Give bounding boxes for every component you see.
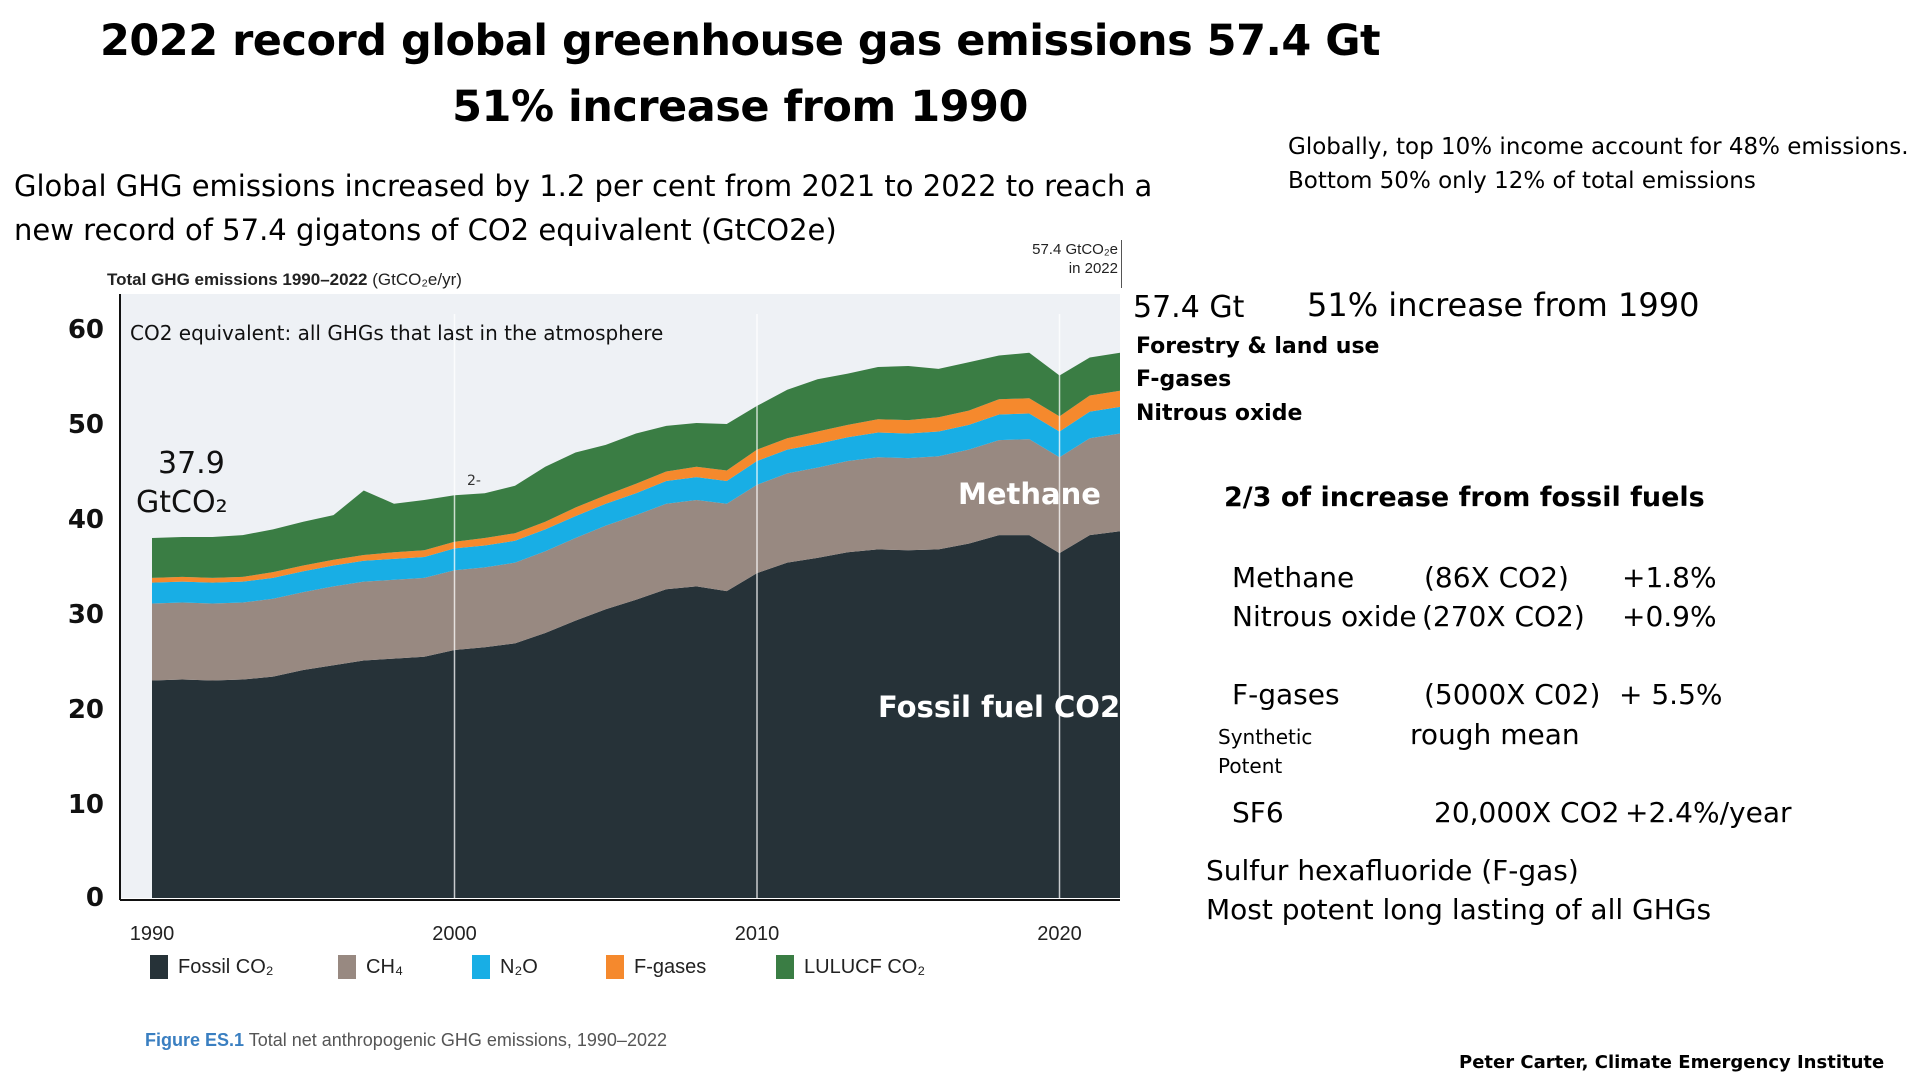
axes: 0 10 20 30 40 50 60 1990 2000 2010 2020 — [68, 294, 1120, 945]
legend-swatch-f-gases — [606, 955, 624, 979]
x-tick-label-2020: 2020 — [1037, 923, 1082, 945]
legend-label-n2o: N₂O — [500, 955, 538, 978]
area-series-group — [152, 352, 1120, 898]
start-value-unit: GtCO₂ — [136, 485, 228, 520]
chart-subtitle-unit: (GtCO₂e/yr) — [372, 270, 462, 289]
methane-row-pct: +1.8% — [1622, 561, 1717, 594]
legend-item-ch4: CH₄ — [338, 955, 403, 979]
x-tick-label-1990: 1990 — [130, 923, 175, 945]
area-series-f-gases — [152, 390, 1120, 583]
legend-label-f-gases: F-gases — [634, 955, 707, 978]
fgas-row-name: F-gases — [1232, 678, 1340, 711]
nitrous-row-gwp: (270X CO2) — [1422, 600, 1585, 633]
rough-mean-note: rough mean — [1410, 718, 1580, 751]
legend-swatch-lulucf-co2 — [776, 955, 794, 979]
y-tick-label-20: 20 — [68, 695, 104, 725]
sf6-row-pct: +2.4%/year — [1625, 796, 1792, 829]
y-tick-label-40: 40 — [68, 505, 104, 535]
emissions-area-chart: 0 10 20 30 40 50 60 1990 2000 2010 2020 CO2 equiva… — [68, 294, 1120, 945]
y-tick-label-0: 0 — [86, 883, 104, 913]
fgases-label: F-gases — [1136, 367, 1232, 392]
callout-2022-line-1: 57.4 GtCO₂e — [1032, 241, 1118, 258]
legend-item-fossil-co2: Fossil CO₂ — [150, 955, 274, 979]
x-tick-label-2010: 2010 — [735, 923, 780, 945]
legend-swatch-ch4 — [338, 955, 356, 979]
callout-2022-line-2: in 2022 — [1068, 260, 1118, 277]
co2eq-note: CO2 equivalent: all GHGs that last in th… — [130, 321, 663, 345]
x-tick-label-2000: 2000 — [432, 923, 477, 945]
forestry-label: Forestry & land use — [1136, 334, 1380, 359]
figure-caption-text: Total net anthropogenic GHG emissions, 1… — [248, 1030, 667, 1050]
legend-item-n2o: N₂O — [472, 955, 538, 979]
author-credit: Peter Carter, Climate Emergency Institut… — [1459, 1052, 1885, 1073]
intro-line-2: new record of 57.4 gigatons of CO2 equiv… — [14, 213, 837, 247]
legend-label-fossil-co2: Fossil CO₂ — [178, 955, 274, 978]
nitrous-label: Nitrous oxide — [1136, 401, 1303, 426]
sulfur-note-line-1: Sulfur hexafluoride (F-gas) — [1206, 854, 1579, 887]
income-note-line-1: Globally, top 10% income account for 48%… — [1288, 134, 1909, 160]
start-value-number: 37.9 — [158, 446, 225, 481]
intro-line-1: Global GHG emissions increased by 1.2 pe… — [14, 169, 1153, 203]
stray-mark: 2- — [467, 473, 481, 489]
y-tick-label-60: 60 — [68, 315, 104, 345]
chart-subtitle-bold: Total GHG emissions 1990–2022 — [107, 270, 368, 289]
synthetic-note: Synthetic — [1218, 725, 1313, 749]
page-subtitle: 51% increase from 1990 — [452, 82, 1028, 132]
area-series-lulucf-co- — [152, 352, 1120, 578]
total-gt-label: 57.4 Gt — [1133, 290, 1245, 325]
chart-subtitle: Total GHG emissions 1990–2022 (GtCO₂e/yr… — [107, 270, 462, 290]
sf6-row-gwp: 20,000X CO2 — [1434, 796, 1620, 829]
nitrous-row-name: Nitrous oxide — [1232, 600, 1417, 633]
figure-caption-number: Figure ES.1 — [145, 1030, 245, 1050]
methane-row-name: Methane — [1232, 561, 1355, 594]
area-series-fossil-co- — [152, 531, 1120, 898]
sf6-row-name: SF6 — [1232, 796, 1284, 829]
nitrous-row-pct: +0.9% — [1622, 600, 1717, 633]
intro-text: Global GHG emissions increased by 1.2 pe… — [14, 164, 1152, 252]
sulfur-note-line-2: Most potent long lasting of all GHGs — [1206, 893, 1712, 926]
income-note-line-2: Bottom 50% only 12% of total emissions — [1288, 168, 1756, 194]
legend-item-lulucf-co2: LULUCF CO₂ — [776, 955, 925, 979]
fossil-area-label: Fossil fuel CO2 — [878, 690, 1120, 724]
increase-label: 51% increase from 1990 — [1307, 286, 1700, 324]
figure-caption: Figure ES.1 Total net anthropogenic GHG … — [145, 1030, 667, 1051]
legend-swatch-n2o — [472, 955, 490, 979]
legend-swatch-fossil-co2 — [150, 955, 168, 979]
area-series-ch- — [152, 433, 1120, 681]
area-series-n-o — [152, 406, 1120, 604]
fgas-row-gwp: (5000X C02) — [1424, 678, 1601, 711]
legend-label-lulucf-co2: LULUCF CO₂ — [804, 955, 926, 978]
legend-label-ch4: CH₄ — [366, 955, 404, 978]
income-note: Globally, top 10% income account for 48%… — [1288, 130, 1909, 198]
y-tick-label-30: 30 — [68, 600, 104, 630]
callout-2022: 57.4 GtCO₂e in 2022 — [1000, 240, 1118, 278]
y-tick-label-10: 10 — [68, 790, 104, 820]
fgas-row-pct: + 5.5% — [1619, 678, 1723, 711]
fossil-share-note: 2/3 of increase from fossil fuels — [1224, 482, 1705, 513]
legend-item-f-gases: F-gases — [606, 955, 706, 979]
potent-note: Potent — [1218, 754, 1283, 778]
y-tick-label-50: 50 — [68, 410, 104, 440]
chart-labels: CO2 equivalent: all GHGs that last in th… — [130, 321, 1120, 724]
callout-2022-leader — [1121, 240, 1122, 288]
methane-area-label: Methane — [958, 477, 1101, 511]
page-title: 2022 record global greenhouse gas emissi… — [99, 16, 1381, 66]
grid-lines — [453, 314, 1061, 898]
methane-row-gwp: (86X CO2) — [1424, 561, 1569, 594]
